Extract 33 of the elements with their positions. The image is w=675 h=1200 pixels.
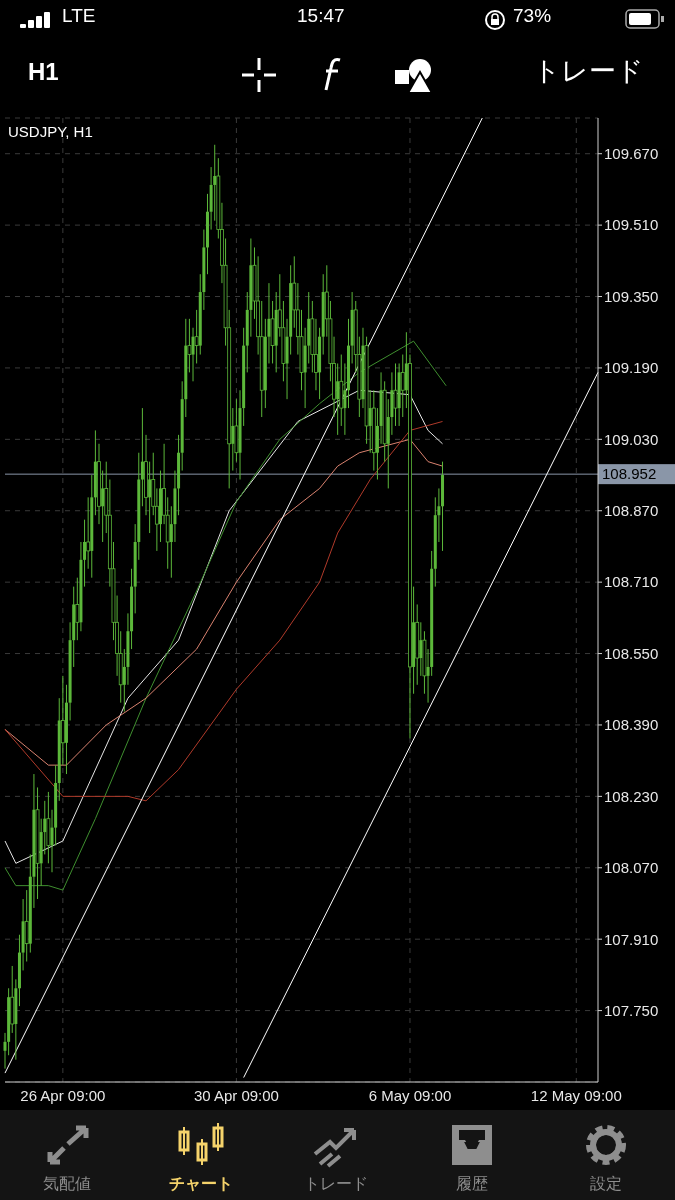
x-tick-label: 30 Apr 09:00	[193, 1086, 279, 1104]
text: トレード	[533, 56, 644, 86]
y-tick-label: 108.390	[604, 716, 659, 734]
y-tick-label: 108.230	[604, 787, 659, 805]
y-tick-label: 109.030	[604, 430, 659, 448]
text: 設定	[589, 1175, 623, 1192]
y-tick-label: 109.510	[604, 216, 659, 234]
text: LTE	[62, 5, 96, 26]
y-tick-label: 108.550	[604, 644, 659, 662]
candlestick	[336, 362, 340, 436]
ref-line-label: 108.952	[602, 465, 657, 483]
y-tick-label: 109.350	[604, 287, 659, 305]
y-tick-label: 109.670	[604, 145, 659, 163]
text: 73%	[513, 5, 552, 26]
candlestick	[148, 461, 152, 534]
y-tick-label: 107.750	[604, 1001, 659, 1019]
y-tick-label: 108.710	[604, 573, 659, 591]
candlestick	[419, 621, 423, 677]
text: トレード	[303, 1175, 369, 1192]
text: チャート	[168, 1175, 234, 1192]
text: 気配値	[42, 1175, 92, 1192]
y-tick-label: 107.910	[604, 930, 659, 948]
text: H1	[28, 58, 59, 85]
candlestick	[140, 407, 144, 507]
y-tick-label: 109.190	[604, 359, 659, 377]
chart-title: USDJPY, H1	[8, 123, 93, 140]
x-tick-label: 12 May 09:00	[530, 1086, 622, 1104]
x-tick-label: 26 Apr 09:00	[20, 1086, 106, 1104]
x-tick-label: 6 May 09:00	[368, 1086, 452, 1104]
y-tick-label: 108.870	[604, 502, 659, 520]
text: 履歴	[455, 1175, 489, 1192]
text: 15:47	[297, 5, 345, 26]
y-tick-label: 108.070	[604, 859, 659, 877]
